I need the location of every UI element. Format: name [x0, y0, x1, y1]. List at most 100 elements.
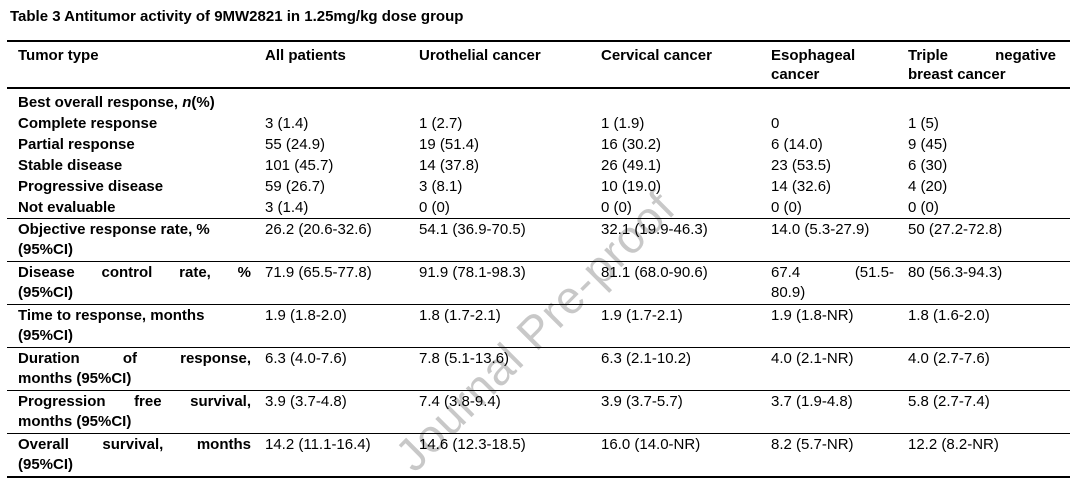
cell-line: Objective response rate, % [18, 221, 210, 238]
value-cell: 1.9 (1.8-NR) [771, 304, 908, 348]
cell-line: Partial response [18, 136, 135, 153]
value-cell: 6 (30) [908, 155, 1070, 176]
cell-line: 1.9 (1.7-2.1) [601, 307, 683, 324]
value-cell: 1.8 (1.7-2.1) [419, 304, 601, 348]
cell-word: (51.5- [854, 264, 894, 281]
value-cell: 4 (20) [908, 176, 1070, 197]
cell-line: 0 (0) [771, 199, 802, 216]
table-row: Progressive disease 59 (26.7) 3 (8.1) 10 (1… [7, 176, 1070, 197]
cell-line: 4 (20) [908, 178, 948, 195]
table-row: Stable disease 101 (45.7) 14 (37.8) 26 (49.… [7, 155, 1070, 176]
cell-word: Duration [18, 350, 80, 367]
value-cell: 3 (1.4) [265, 113, 419, 134]
value-cell: 0 (0) [601, 197, 771, 219]
value-cell: 16 (30.2) [601, 134, 771, 155]
cell-line: (95%CI) [18, 241, 74, 258]
table-header-row: Tumor type All patients Urothelial cancer C… [7, 41, 1070, 89]
row-label: Partial response [7, 134, 265, 155]
column-header: Triple negative breast cancer [908, 41, 1070, 89]
value-cell: 26 (49.1) [601, 155, 771, 176]
value-cell: 6 (14.0) [771, 134, 908, 155]
value-cell: 1 (2.7) [419, 113, 601, 134]
antitumor-activity-table: Tumor type All patients Urothelial cancer C… [7, 40, 1070, 478]
cell-line: 54.1 (36.9-70.5) [419, 221, 526, 238]
cell-line: 1.9 (1.8-NR) [771, 307, 854, 324]
cell-line: cancer [771, 66, 820, 83]
cell-word: survival, [190, 393, 251, 410]
column-header: Cervical cancer [601, 41, 771, 89]
cell-line: 80.9) [771, 284, 806, 301]
cell-word: Progression [18, 393, 106, 410]
value-cell: 14.6 (12.3-18.5) [419, 433, 601, 477]
cell-word: control [101, 264, 153, 281]
row-label: Best overall response, n(%) [7, 88, 1070, 113]
row-label: Overall survival, months (95%CI) [7, 433, 265, 477]
value-cell: 3.7 (1.9-4.8) [771, 390, 908, 434]
value-cell: 19 (51.4) [419, 134, 601, 155]
value-cell: 1.8 (1.6-2.0) [908, 304, 1070, 348]
value-cell: 14 (37.8) [419, 155, 601, 176]
cell-line: 101 (45.7) [265, 157, 334, 174]
cell-line: 3.9 (3.7-4.8) [265, 393, 347, 410]
cell-word: % [237, 264, 251, 281]
table-row: Time to response, months (95%CI) 1.9 (1.8-… [7, 304, 1070, 348]
cell-line: Complete response [18, 115, 158, 132]
cell-line: 1 (5) [908, 115, 939, 132]
row-label: Objective response rate, % (95%CI) [7, 218, 265, 262]
cell-line: 14.0 (5.3-27.9) [771, 221, 870, 238]
cell-line: 3 (1.4) [265, 115, 309, 132]
value-cell: 55 (24.9) [265, 134, 419, 155]
row-label: Complete response [7, 113, 265, 134]
value-cell: 12.2 (8.2-NR) [908, 433, 1070, 477]
value-cell: 0 (0) [419, 197, 601, 219]
cell-line: months (95%CI) [18, 413, 132, 430]
cell-line: Duration of response, [18, 349, 251, 369]
cell-line: Overall survival, months [18, 435, 251, 455]
cell-line: Stable disease [18, 157, 123, 174]
value-cell: 14 (32.6) [771, 176, 908, 197]
cell-line: months (95%CI) [18, 370, 132, 387]
cell-word: negative [995, 47, 1056, 64]
cell-line: 32.1 (19.9-46.3) [601, 221, 708, 238]
cell-line: 3 (1.4) [265, 199, 309, 216]
row-label: Not evaluable [7, 197, 265, 219]
value-cell: 6.3 (4.0-7.6) [265, 347, 419, 391]
cell-line: 1.9 (1.8-2.0) [265, 307, 347, 324]
cell-line: 14 (32.6) [771, 178, 832, 195]
cell-line: 16 (30.2) [601, 136, 662, 153]
cell-line: 3.7 (1.9-4.8) [771, 393, 853, 410]
cell-line: 55 (24.9) [265, 136, 326, 153]
cell-line: 6.3 (2.1-10.2) [601, 350, 692, 367]
row-label: Disease control rate,% (95%CI) [7, 261, 265, 305]
row-label: Progressive disease [7, 176, 265, 197]
value-cell: 4.0 (2.7-7.6) [908, 347, 1070, 391]
value-cell: 32.1 (19.9-46.3) [601, 218, 771, 262]
value-cell: 59 (26.7) [265, 176, 419, 197]
cell-word: response, [180, 350, 251, 367]
cell-line: 0 (0) [601, 199, 632, 216]
cell-line: 14.2 (11.1-16.4) [265, 436, 371, 453]
cell-line: 1.8 (1.7-2.1) [419, 307, 501, 324]
table-row: Overall survival, months (95%CI) 14.2 (11.1-… [7, 433, 1070, 477]
value-cell: 3 (8.1) [419, 176, 601, 197]
cell-line: Time to response, months [18, 307, 205, 324]
value-cell: 7.4 (3.8-9.4) [419, 390, 601, 434]
cell-line: 0 (0) [908, 199, 939, 216]
cell-line: 50 (27.2-72.8) [908, 221, 1003, 238]
value-cell: 16.0 (14.0-NR) [601, 433, 771, 477]
table-row: Complete response 3 (1.4) 1 (2.7) 1 (1.9) 0 1… [7, 113, 1070, 134]
table-row: Objective response rate, % (95%CI) 26.2 (2… [7, 218, 1070, 262]
cell-line: 6 (30) [908, 157, 948, 174]
cell-line: 0 [771, 115, 780, 132]
value-cell: 8.2 (5.7-NR) [771, 433, 908, 477]
cell-line: Esophageal [771, 47, 856, 64]
cell-word: survival, [102, 436, 164, 453]
cell-line: 19 (51.4) [419, 136, 480, 153]
cell-word: 67.4 [771, 264, 801, 281]
cell-word: of [122, 350, 137, 367]
value-cell: 14.2 (11.1-16.4) [265, 433, 419, 477]
cell-line: 5.8 (2.7-7.4) [908, 393, 990, 410]
cell-line: 14.6 (12.3-18.5) [419, 436, 526, 453]
column-header: Tumor type [7, 41, 265, 89]
label-segment: Best overall response, [18, 94, 183, 111]
